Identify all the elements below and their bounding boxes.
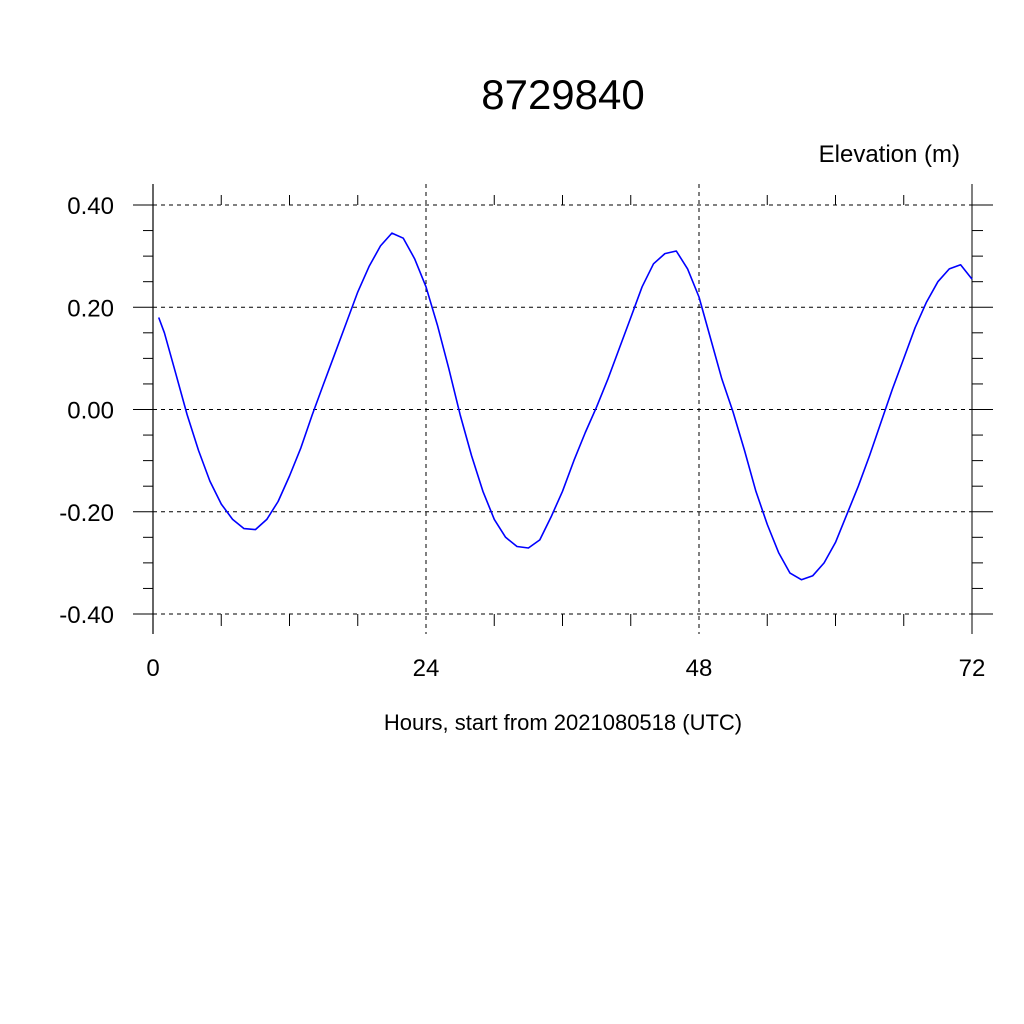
x-axis-label: Hours, start from 2021080518 (UTC): [384, 710, 742, 735]
x-tick-label: 0: [146, 655, 159, 682]
x-tick-label: 72: [959, 655, 986, 682]
y-tick-label: 0.00: [67, 398, 114, 425]
y-tick-label: 0.20: [67, 295, 114, 322]
tick-labels: 0.40 0.20 0.00 -0.20 -0.40 0 24 48 72: [59, 193, 985, 682]
x-tick-label: 24: [413, 655, 440, 682]
y-tick-label: -0.40: [59, 602, 114, 629]
axes: [133, 184, 993, 634]
y-tick-label: -0.20: [59, 500, 114, 527]
series-layer: [157, 232, 973, 581]
series-line: [157, 232, 973, 581]
grid: [152, 184, 973, 634]
y-tick-label: 0.40: [67, 193, 114, 220]
y-axis-label: Elevation (m): [819, 141, 960, 168]
x-tick-label: 48: [686, 655, 713, 682]
chart-title: 8729840: [481, 71, 645, 118]
